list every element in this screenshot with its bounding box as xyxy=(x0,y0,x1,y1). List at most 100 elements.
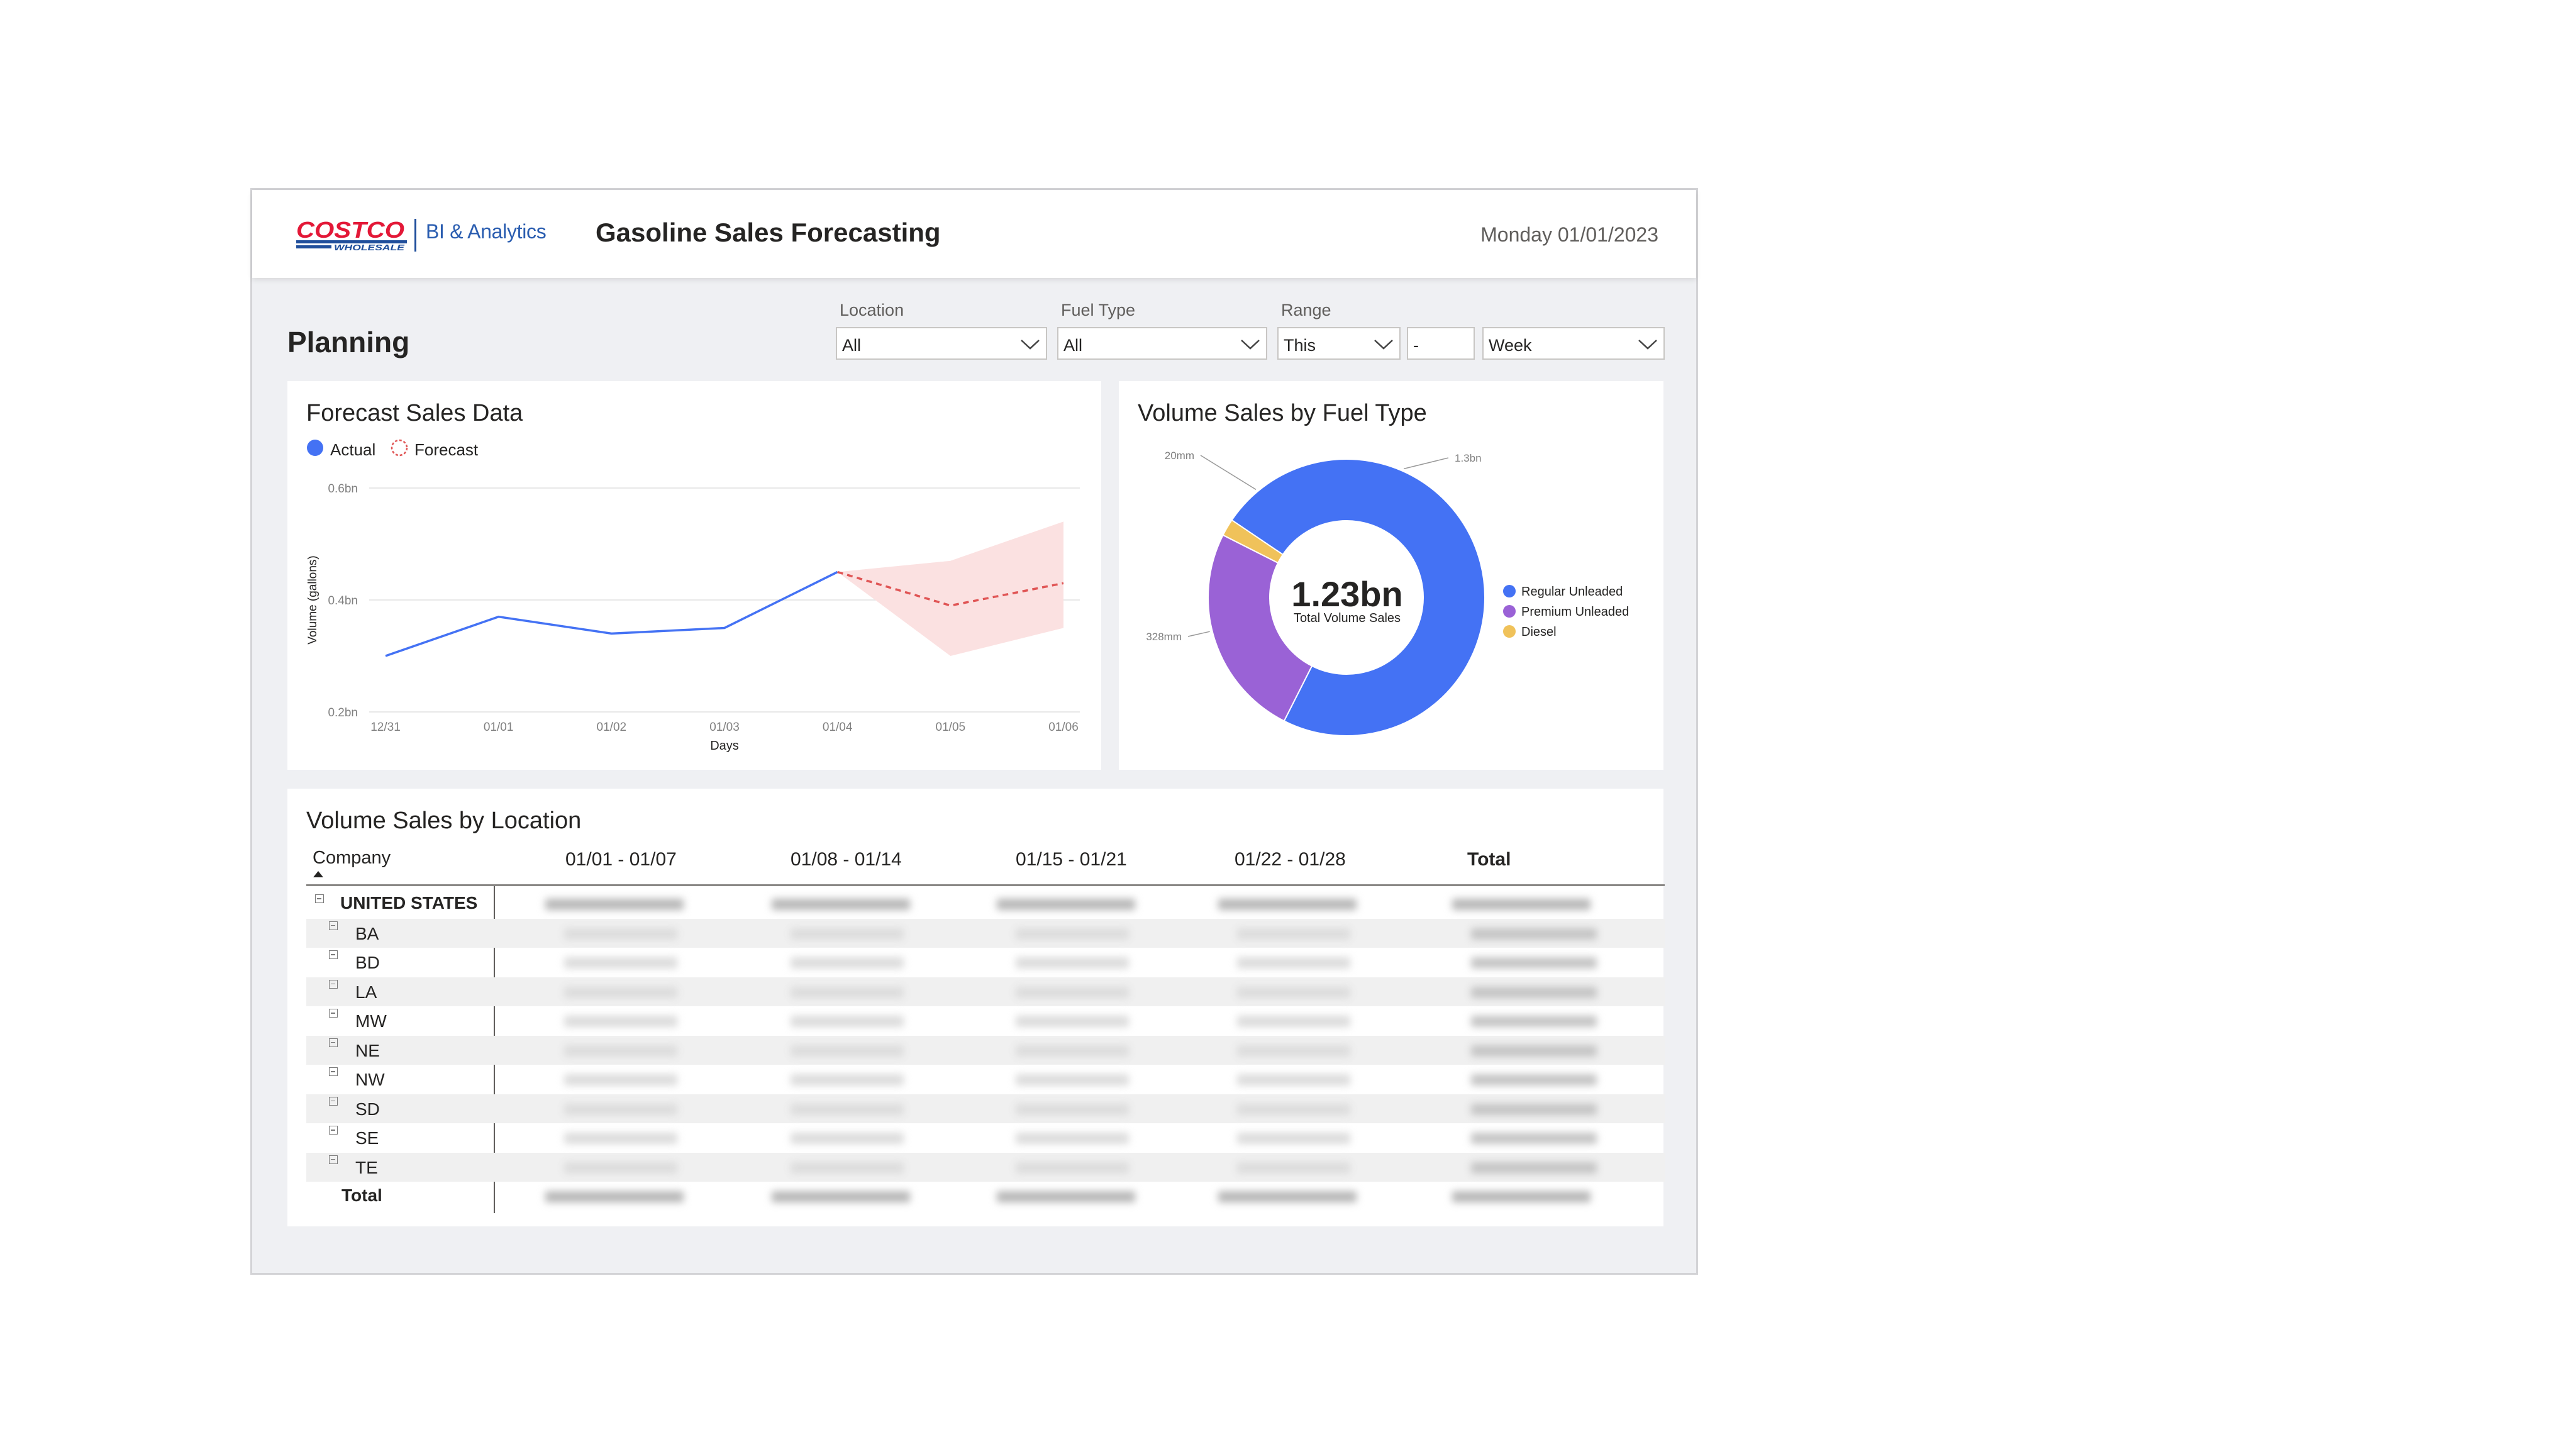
expand-icon[interactable] xyxy=(329,1155,338,1164)
redacted-cell-value xyxy=(791,1074,904,1085)
column-header[interactable]: 01/01 - 01/07 xyxy=(565,849,677,870)
expand-icon[interactable] xyxy=(329,950,338,959)
redacted-cell-value xyxy=(997,899,1135,910)
row-label-country: UNITED STATES xyxy=(340,893,478,913)
chevron-down-icon xyxy=(1638,340,1657,350)
company-column-header[interactable]: Company xyxy=(313,848,391,868)
x-tick-label: 01/06 xyxy=(1048,721,1079,734)
redacted-cell-value xyxy=(1471,1045,1597,1057)
redacted-cell-value xyxy=(1218,1191,1357,1202)
row-band xyxy=(306,1152,1665,1182)
expand-icon[interactable] xyxy=(329,1126,338,1135)
page-title: Gasoline Sales Forecasting xyxy=(596,218,941,247)
legend-marker xyxy=(1503,585,1516,597)
chevron-down-icon xyxy=(1241,340,1260,350)
collapse-icon[interactable] xyxy=(315,894,324,903)
fuel-type-dropdown-value: All xyxy=(1063,336,1083,355)
expand-icon[interactable] xyxy=(329,1009,338,1018)
expand-icon[interactable] xyxy=(329,1096,338,1106)
redacted-cell-value xyxy=(1471,1103,1597,1115)
y-axis-label: Volume (gallons) xyxy=(306,555,319,645)
forecast-confidence-band xyxy=(837,521,1063,656)
redacted-cell-value xyxy=(1471,1162,1597,1174)
redacted-cell-value xyxy=(1237,957,1350,969)
redacted-cell-value xyxy=(1016,1016,1129,1027)
expand-icon[interactable] xyxy=(329,1067,338,1076)
range-filter-label: Range xyxy=(1281,301,1331,319)
x-tick-label: 01/03 xyxy=(709,721,740,734)
redacted-cell-value xyxy=(564,1016,677,1027)
redacted-cell-value xyxy=(1237,986,1350,998)
range-number-input[interactable]: - xyxy=(1407,327,1475,360)
redacted-cell-value xyxy=(1471,1074,1597,1085)
redacted-cell-value xyxy=(1016,1045,1129,1057)
leader-line xyxy=(1200,455,1257,491)
redacted-cell-value xyxy=(564,1133,677,1144)
redacted-cell-value xyxy=(791,1103,904,1115)
expand-icon[interactable] xyxy=(329,1038,338,1047)
redacted-cell-value xyxy=(791,1016,904,1027)
range-unit-value: Week xyxy=(1489,336,1532,355)
chevron-down-icon xyxy=(1374,340,1393,350)
x-tick-label: 01/01 xyxy=(484,721,514,734)
actual-legend-marker xyxy=(307,440,323,456)
donut-slice-premium-unleaded xyxy=(1208,534,1313,722)
redacted-cell-value xyxy=(1016,957,1129,969)
redacted-cell-value xyxy=(564,1074,677,1085)
fuel-type-donut-chart[interactable]: 1.3bn 328mm 20mm Regular Unleaded Premium Un… xyxy=(1119,438,1663,765)
forecast-legend-marker xyxy=(391,439,408,457)
donut-slice-diesel xyxy=(1222,519,1284,564)
row-band xyxy=(306,1094,1665,1123)
costco-logo: COSTCO WHOLESALE xyxy=(296,218,407,252)
redacted-cell-value xyxy=(772,899,910,910)
row-label-region: TE xyxy=(355,1157,378,1177)
redacted-cell-value xyxy=(1452,1191,1591,1202)
redacted-cell-value xyxy=(791,1162,904,1174)
volume-by-location-card: Volume Sales by Location Company 01/01 -… xyxy=(287,789,1665,1226)
row-label-region: LA xyxy=(355,982,377,1002)
range-unit-dropdown[interactable]: Week xyxy=(1482,327,1665,360)
redacted-cell-value xyxy=(564,1162,677,1174)
row-label-region: NW xyxy=(355,1070,385,1089)
redacted-cell-value xyxy=(1471,1133,1597,1144)
redacted-cell-value xyxy=(1237,1133,1350,1144)
redacted-cell-value xyxy=(564,1045,677,1057)
redacted-cell-value xyxy=(791,1045,904,1057)
row-label-region: SE xyxy=(355,1128,379,1148)
location-dropdown[interactable]: All xyxy=(836,327,1047,360)
redacted-cell-value xyxy=(545,1191,684,1202)
redacted-cell-value xyxy=(1237,1162,1350,1174)
column-header[interactable]: Total xyxy=(1467,849,1511,870)
range-period-dropdown[interactable]: This xyxy=(1277,327,1401,360)
row-label-region: BD xyxy=(355,953,380,972)
row-band xyxy=(306,918,1665,948)
leader-line xyxy=(1403,457,1449,470)
redacted-cell-value xyxy=(564,986,677,998)
column-header[interactable]: 01/08 - 01/14 xyxy=(791,849,902,870)
svg-text:WHOLESALE: WHOLESALE xyxy=(334,243,404,252)
location-filter-label: Location xyxy=(840,301,904,319)
redacted-cell-value xyxy=(1471,957,1597,969)
row-band xyxy=(306,977,1665,1006)
redacted-cell-value xyxy=(1237,1103,1350,1115)
legend-label: Regular Unleaded xyxy=(1521,585,1623,599)
legend-label: Diesel xyxy=(1521,625,1557,639)
sort-ascending-icon[interactable] xyxy=(313,870,324,878)
row-label-region: BA xyxy=(355,923,379,943)
expand-icon[interactable] xyxy=(329,979,338,989)
y-tick-label: 0.2bn xyxy=(328,706,358,719)
column-header[interactable]: 01/15 - 01/21 xyxy=(1016,849,1127,870)
report-canvas: COSTCO WHOLESALE BI & Analytics Gasoline… xyxy=(250,188,1698,1275)
expand-icon[interactable] xyxy=(329,921,338,930)
column-header[interactable]: 01/22 - 01/28 xyxy=(1235,849,1346,870)
premium-data-label: 328mm xyxy=(1146,631,1182,643)
forecast-legend-label: Forecast xyxy=(414,440,479,459)
fuel-type-dropdown[interactable]: All xyxy=(1057,327,1267,360)
legend-marker xyxy=(1503,605,1516,618)
forecast-line-chart[interactable]: 0.2bn 0.4bn 0.6bn 12/31 01/01 01/02 01/03 01/04… xyxy=(287,469,1101,758)
fuel-type-card: Volume Sales by Fuel Type 1.3bn 328mm 20mm… xyxy=(1119,381,1663,770)
forecast-series-line xyxy=(837,570,1064,607)
table-card-title: Volume Sales by Location xyxy=(306,808,582,834)
donut-center-label: Total Volume Sales xyxy=(1293,611,1401,625)
redacted-cell-value xyxy=(1016,1133,1129,1144)
